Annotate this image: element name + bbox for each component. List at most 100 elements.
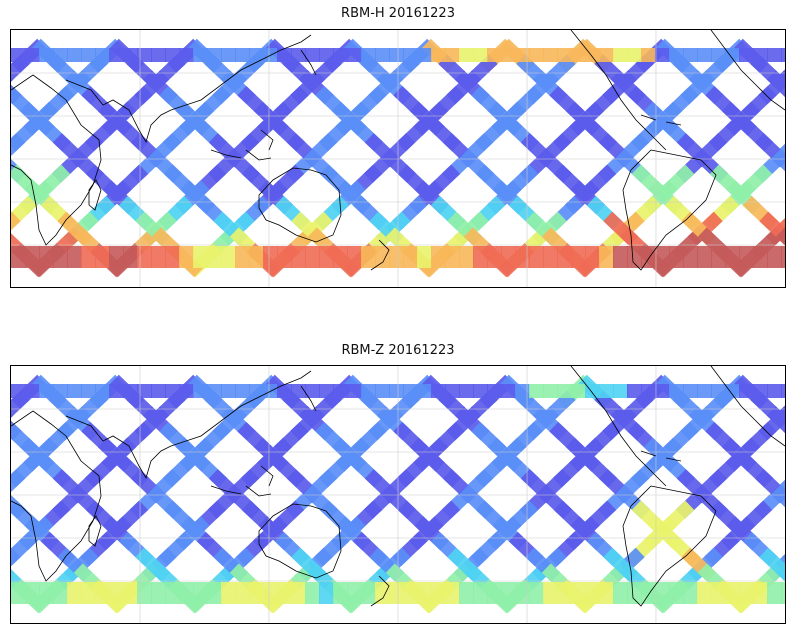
band-cell [165,48,180,62]
coastline-path [640,450,682,462]
band-cell [627,48,642,62]
band-cell [529,384,544,398]
band-cell [389,246,404,268]
band-cell [207,48,222,62]
band-cell [669,246,684,268]
map-panel-rbm-z [10,365,786,624]
band-cell [641,384,656,398]
band-cell [39,246,54,268]
band-cell [221,582,236,604]
band-cell [767,582,782,604]
band-cell [655,582,670,604]
band-cell [361,582,376,604]
swath-segment [766,70,785,97]
graticule [11,30,785,287]
band-cell [627,582,642,604]
swath-segment [11,390,30,418]
band-cell [599,582,614,604]
coastline-path [88,515,102,547]
band-cell [529,582,544,604]
band-cell [767,48,782,62]
band-cell [249,384,264,398]
band-cell [487,582,502,604]
band-cell [781,48,785,62]
band-cell [67,246,82,268]
band-cell [39,582,54,604]
band-cell [207,582,222,604]
band-cell [655,48,670,62]
map-svg-rbm-h [11,30,785,287]
band-cell [53,384,68,398]
band-cell [543,384,558,398]
band-cell [249,582,264,604]
band-cell [431,582,446,604]
coastline-path [370,575,390,607]
band-cell [347,582,362,604]
map-panel-rbm-h [10,29,786,288]
band-cell [333,246,348,268]
band-cell [445,48,460,62]
band-cell [571,582,586,604]
coastline-path [570,30,667,151]
band-cell [389,582,404,604]
band-cell [235,246,250,268]
band-cell [739,246,754,268]
band-cell [571,48,586,62]
band-cell [53,582,68,604]
band-cell [403,246,418,268]
coastline-path [11,74,102,246]
band-cell [711,384,726,398]
band-cell [165,582,180,604]
band-cell [683,48,698,62]
band-cell [725,246,740,268]
band-cell [193,384,208,398]
band-cell [725,48,740,62]
band-cell [543,246,558,268]
band-cell [739,384,754,398]
band-cell [123,582,138,604]
coastline-path [370,239,390,271]
band-cell [109,384,124,398]
band-cell [669,48,684,62]
coastline-path [258,503,342,579]
band-cell [641,246,656,268]
band-cell [319,246,334,268]
band-cell [25,48,40,62]
band-cell [193,582,208,604]
band-cell [459,582,474,604]
band-cell [585,48,600,62]
band-cell [375,384,390,398]
band-cell [641,48,656,62]
band-cell [375,48,390,62]
band-cell [137,246,152,268]
band-cell [305,582,320,604]
coastline-path [710,30,785,111]
band-cell [431,246,446,268]
coastlines [11,30,785,271]
band-cell [543,48,558,62]
band-cell [319,384,334,398]
band-cell [669,582,684,604]
band-cell [277,48,292,62]
band-cell [459,48,474,62]
band-cell [501,48,516,62]
band-cell [53,246,68,268]
band-cell [445,246,460,268]
band-cell [417,246,432,268]
band-cell [739,48,754,62]
band-cell [417,582,432,604]
band-cell [347,384,362,398]
band-cell [67,384,82,398]
coastline-path [570,366,667,487]
band-cell [725,582,740,604]
band-cell [291,48,306,62]
band-cell [277,384,292,398]
band-cell [25,384,40,398]
band-cell [179,48,194,62]
band-cell [319,582,334,604]
coastline-path [65,79,172,144]
band-cell [81,48,96,62]
band-cell [81,246,96,268]
band-cell [151,48,166,62]
band-cell [305,384,320,398]
